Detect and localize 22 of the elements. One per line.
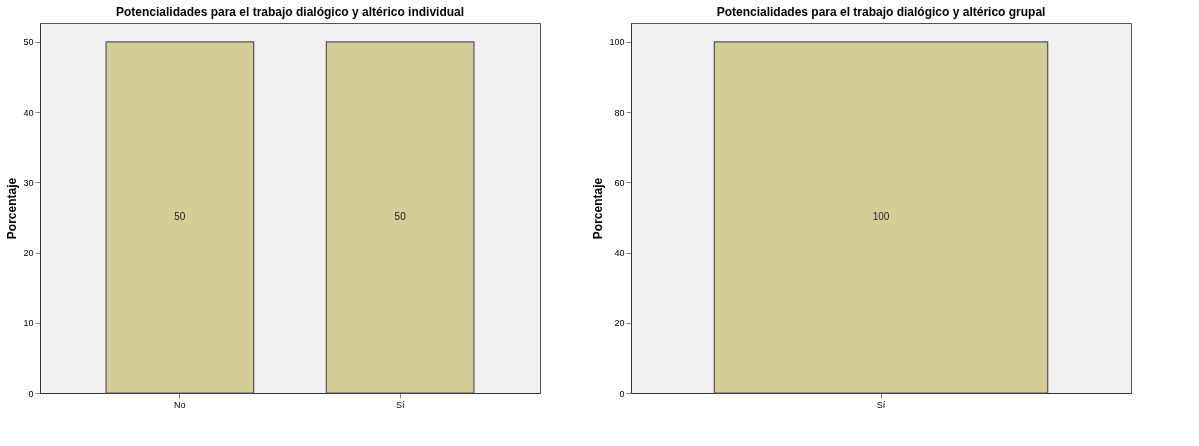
y-tick-label: 60: [614, 177, 625, 188]
y-tick-label: 20: [614, 318, 625, 329]
y-tick-label: 20: [23, 248, 34, 259]
x-tick-label: Sí: [876, 399, 886, 410]
y-tick-label: 30: [23, 177, 34, 188]
chart-title: Potencialidades para el trabajo dialógico y altérico individual: [115, 5, 465, 19]
data-label: 50: [394, 211, 407, 223]
y-tick-label: 0: [28, 388, 34, 399]
y-axis-title: Porcentaje: [5, 177, 20, 240]
y-tick-label: 80: [614, 107, 625, 118]
y-axis-title: Porcentaje: [591, 177, 606, 240]
y-tick-label: 40: [23, 107, 34, 118]
data-label: 50: [174, 211, 186, 223]
y-tick-label: 100: [609, 37, 625, 48]
y-tick-label: 40: [614, 248, 625, 259]
x-tick-label: Sí: [395, 399, 405, 410]
data-label: 100: [872, 211, 890, 223]
x-tick-label: No: [174, 399, 186, 410]
y-tick-label: 10: [23, 318, 34, 329]
chart-title: Potencialidades para el trabajo dialógico y altérico grupal: [716, 5, 1046, 19]
y-tick-label: 0: [619, 388, 625, 399]
y-tick-label: 50: [23, 37, 34, 48]
